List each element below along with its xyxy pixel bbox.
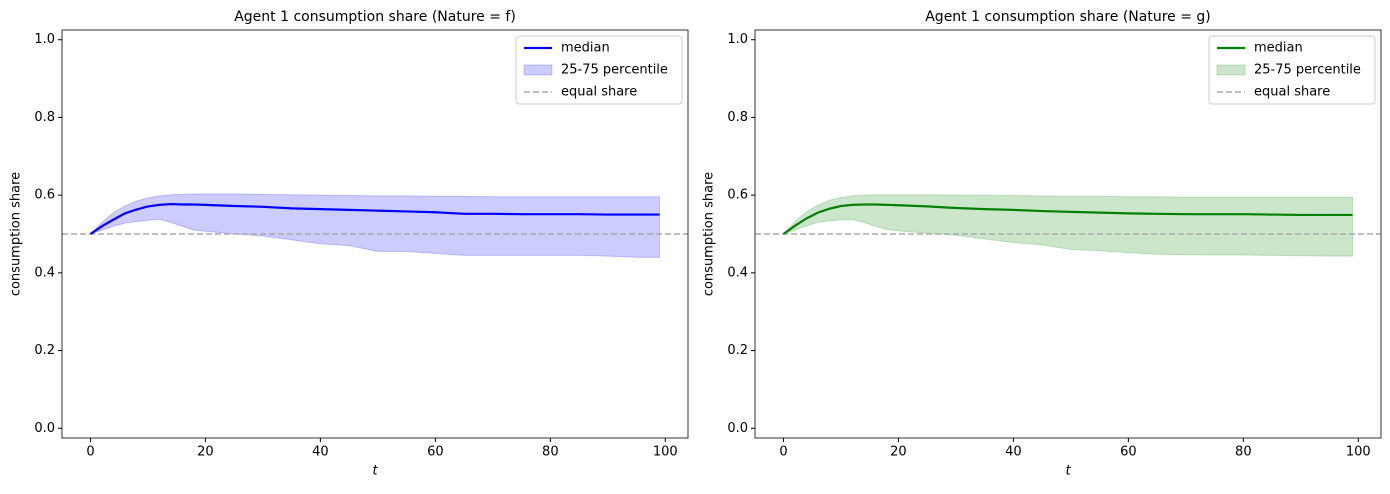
y-tick-label: 0.4 [34,265,55,280]
legend-label: 25-75 percentile [561,63,668,78]
y-axis-label: consumption share [702,172,717,296]
y-tick-label: 0.8 [727,110,748,125]
x-tick-label: 80 [542,445,559,460]
x-tick-label: 40 [312,445,329,460]
x-axis-label: t [372,464,378,479]
x-tick-label: 20 [197,445,214,460]
median-line [89,202,660,235]
x-tick-label: 0 [86,445,94,460]
legend-label: median [561,41,610,56]
y-axis-label: consumption share [9,172,24,296]
x-tick-label: 100 [1346,445,1371,460]
axes-frame [754,29,1382,439]
median-line [782,203,1353,235]
chart-title: Agent 1 consumption share (Nature = g) [925,9,1211,25]
legend-label: equal share [1254,85,1330,100]
legend-box [1208,35,1376,105]
y-tick-label: 0.6 [727,188,748,203]
y-tick-label: 1.0 [727,32,748,47]
x-tick-label: 100 [653,445,678,460]
y-tick-label: 0.4 [727,265,748,280]
axes-frame [61,29,689,439]
y-tick-label: 1.0 [34,32,55,47]
y-tick-label: 0.0 [34,421,55,436]
y-tick-label: 0.8 [34,110,55,125]
x-tick-label: 60 [427,445,444,460]
percentile-band [90,193,661,258]
y-tick-label: 0.2 [34,343,55,358]
legend-label: equal share [561,85,637,100]
legend-swatch [1216,64,1246,76]
x-tick-label: 0 [779,445,787,460]
x-tick-label: 60 [1120,445,1137,460]
legend-box [515,35,683,105]
x-tick-label: 80 [1235,445,1252,460]
x-tick-label: 40 [1005,445,1022,460]
legend-label: median [1254,41,1303,56]
y-tick-label: 0.0 [727,421,748,436]
x-axis-label: t [1065,464,1071,479]
legend-swatch [523,64,553,76]
y-tick-label: 0.6 [34,188,55,203]
chart-title: Agent 1 consumption share (Nature = f) [234,9,516,25]
y-tick-label: 0.2 [727,343,748,358]
x-tick-label: 20 [890,445,907,460]
legend-label: 25-75 percentile [1254,63,1361,78]
percentile-band [783,194,1354,257]
